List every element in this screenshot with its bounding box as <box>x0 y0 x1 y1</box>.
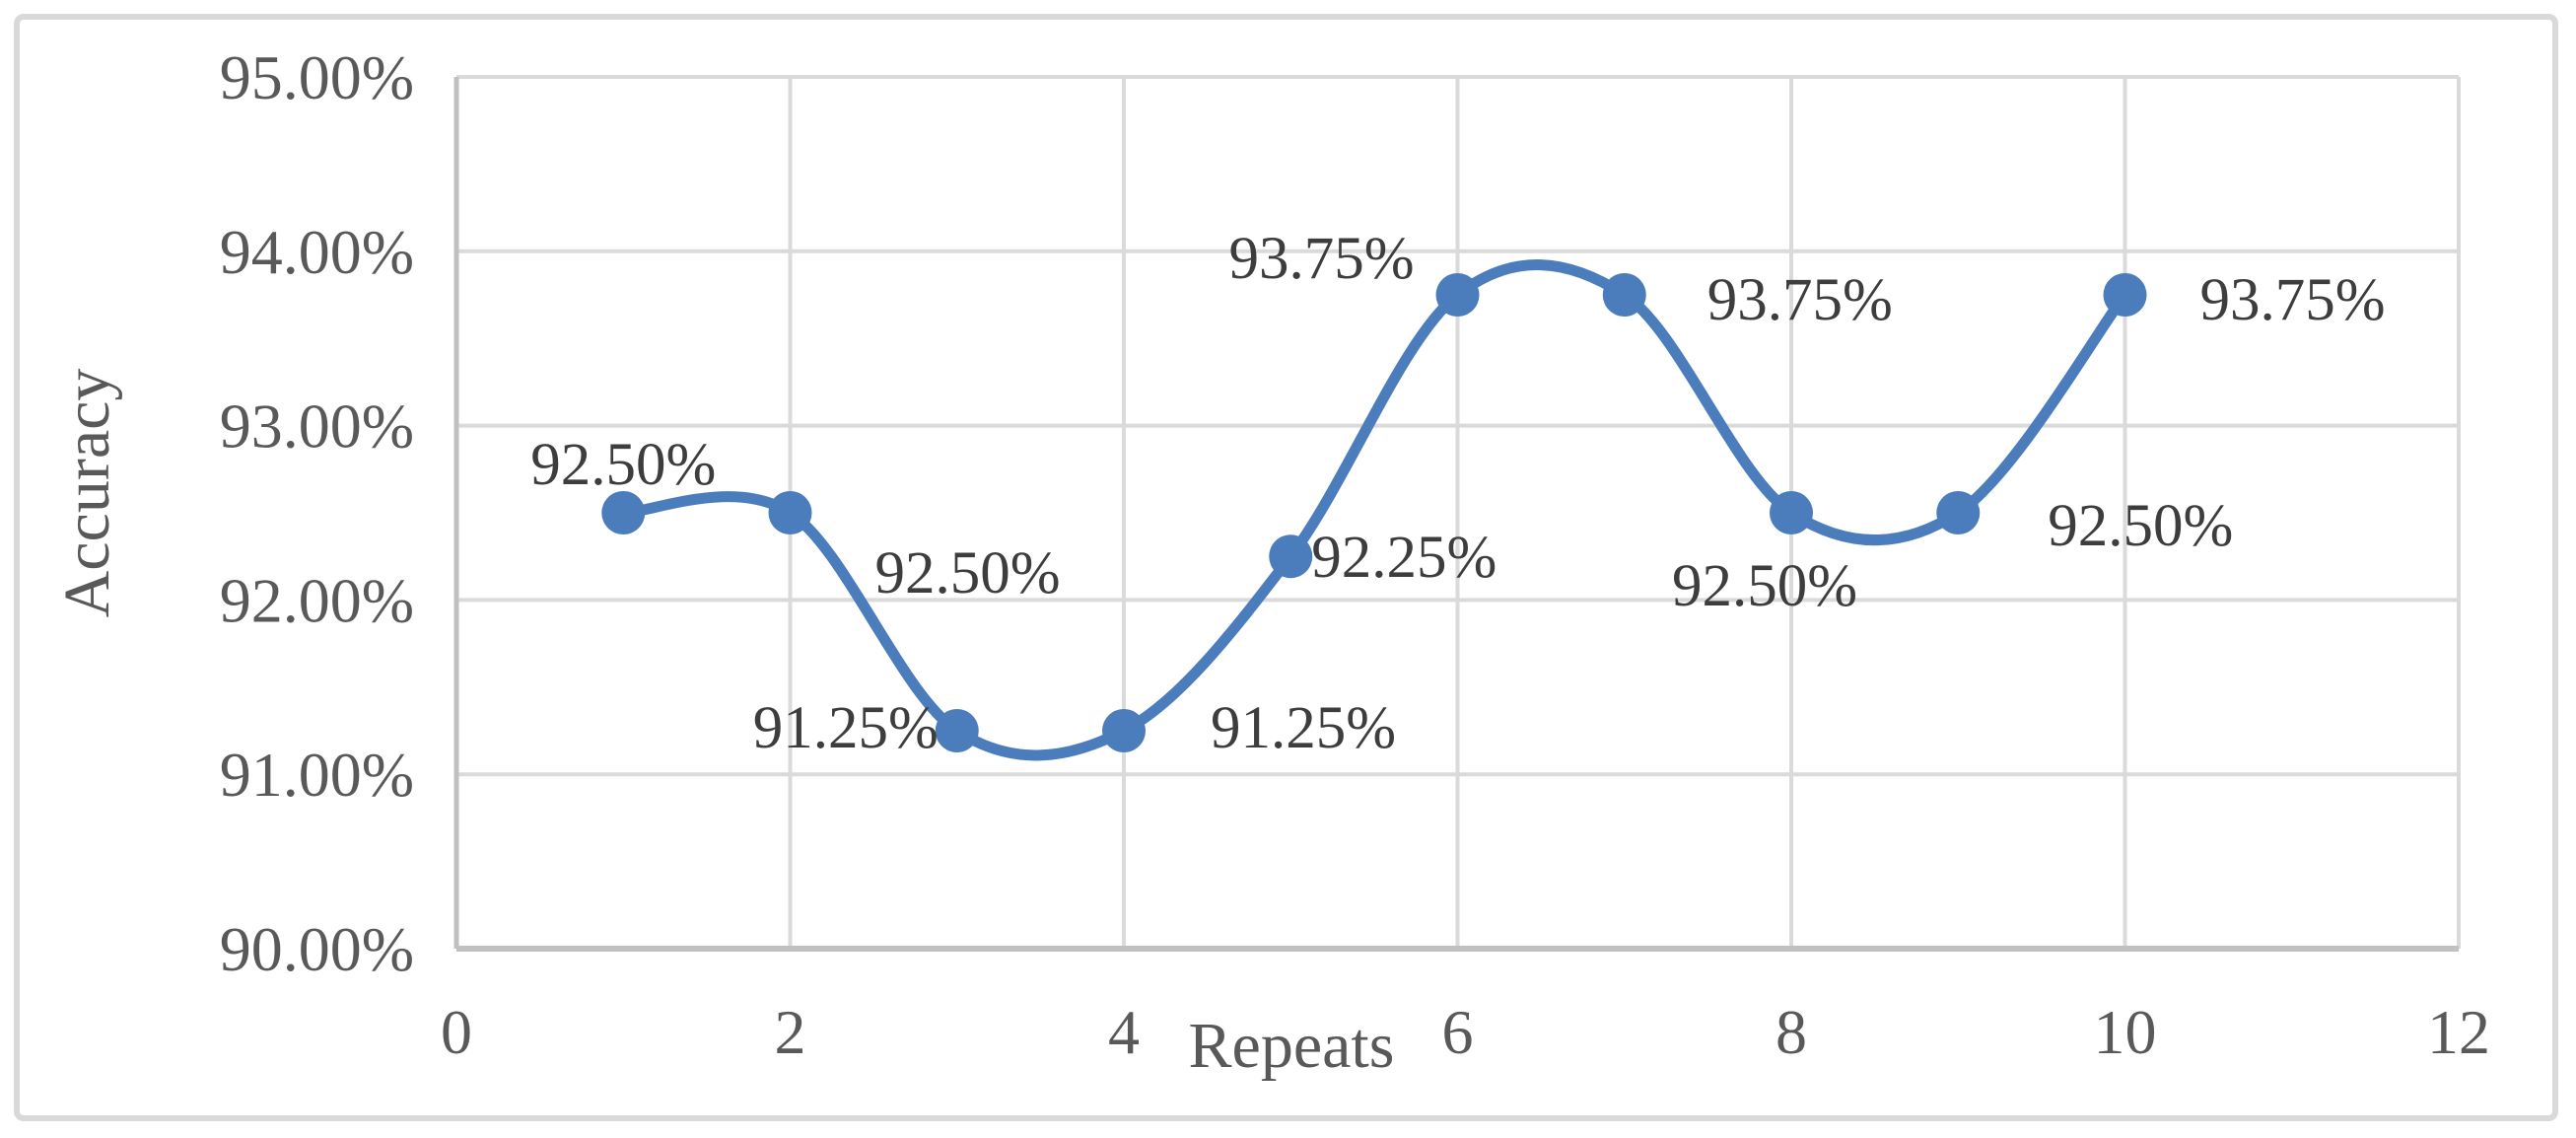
x-axis-tick-8: 8 <box>1775 997 1807 1067</box>
series-line-accuracy <box>617 259 2130 761</box>
data-point-marker-9 <box>1936 491 1981 534</box>
data-label-2: 92.50% <box>874 540 1060 606</box>
data-point-marker-8 <box>1770 491 1813 534</box>
data-label-9: 92.50% <box>2048 493 2233 559</box>
x-axis-tick-4: 4 <box>1108 997 1140 1067</box>
y-axis-tick-91.00%: 91.00% <box>220 740 414 810</box>
data-label-3: 91.25% <box>753 695 939 761</box>
data-label-10: 93.75% <box>2199 267 2385 333</box>
data-point-marker-4 <box>1102 709 1146 752</box>
data-label-7: 93.75% <box>1707 267 1893 333</box>
y-axis-tick-92.00%: 92.00% <box>220 565 414 635</box>
x-axis-title: Repeats <box>1189 1010 1395 1082</box>
data-label-6: 93.75% <box>1228 226 1414 292</box>
y-axis-tick-90.00%: 90.00% <box>220 914 414 984</box>
x-axis-tick-12: 12 <box>2427 997 2490 1067</box>
x-axis-tick-10: 10 <box>2094 997 2157 1067</box>
data-labels-layer: 92.50% 92.50% 91.25% 91.25% 92.25% 93.75% 93.7… <box>530 226 2385 761</box>
x-axis-tick-6: 6 <box>1442 997 1474 1067</box>
data-point-marker-3 <box>935 709 979 752</box>
data-label-8: 92.50% <box>1672 553 1857 619</box>
data-point-marker-2 <box>768 491 812 534</box>
data-point-marker-7 <box>1602 273 1646 317</box>
y-axis-tick-95.00%: 95.00% <box>220 42 414 112</box>
x-axis-tick-2: 2 <box>775 997 806 1067</box>
data-point-marker-6 <box>1435 273 1480 317</box>
data-label-5: 92.25% <box>1311 525 1497 591</box>
data-point-marker-1 <box>601 491 646 534</box>
tick-labels-layer: 90.00% 91.00% 92.00% 93.00% 94.00% 95.00% 0 2 4 6… <box>220 42 2490 1067</box>
x-axis-tick-0: 0 <box>441 997 472 1067</box>
y-axis-title: Accuracy <box>51 369 123 618</box>
y-axis-tick-94.00%: 94.00% <box>220 217 414 287</box>
series-layer <box>601 259 2147 761</box>
data-label-1: 92.50% <box>530 432 716 498</box>
data-label-4: 91.25% <box>1211 695 1396 761</box>
data-point-marker-5 <box>1269 534 1313 579</box>
y-axis-tick-93.00%: 93.00% <box>220 391 414 462</box>
data-point-marker-10 <box>2103 273 2147 317</box>
axes-layer <box>453 77 2459 952</box>
